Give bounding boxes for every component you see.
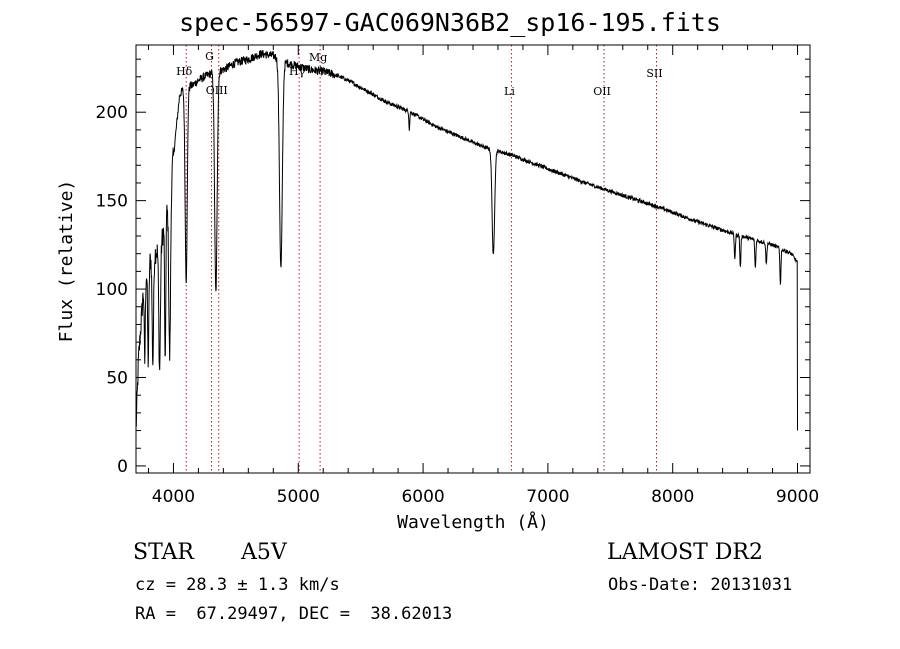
spectral-line-label: G bbox=[205, 50, 214, 63]
spectral-line-label: Hδ bbox=[176, 65, 193, 78]
spectrum-series bbox=[135, 50, 799, 431]
object-subclass: A5V bbox=[241, 540, 287, 565]
object-class: STAR bbox=[133, 540, 194, 565]
chart-title: spec-56597-GAC069N36B2_sp16-195.fits bbox=[179, 8, 721, 37]
x-tick-label: 5000 bbox=[277, 487, 320, 507]
x-tick-label: 6000 bbox=[401, 487, 444, 507]
survey-name: LAMOST DR2 bbox=[607, 540, 763, 565]
y-axis-label: Flux (relative) bbox=[56, 180, 77, 343]
y-tick-label: 200 bbox=[96, 103, 128, 123]
y-tick-label: 100 bbox=[96, 280, 128, 300]
y-tick-label: 0 bbox=[117, 457, 128, 477]
y-tick-label: 150 bbox=[96, 192, 128, 212]
y-tick-label: 50 bbox=[106, 368, 128, 388]
observation-date: Obs-Date: 20131031 bbox=[608, 575, 793, 595]
x-tick-label: 8000 bbox=[651, 487, 694, 507]
spectral-line-label: OII bbox=[593, 85, 611, 98]
coordinates-readout: RA = 67.29497, DEC = 38.62013 bbox=[135, 604, 453, 624]
x-tick-label: 7000 bbox=[526, 487, 569, 507]
redshift-readout: cz = 28.3 ± 1.3 km/s bbox=[135, 575, 340, 595]
spectral-line-label: Mg bbox=[309, 51, 327, 64]
spectral-line-label: Li bbox=[504, 85, 515, 98]
spectral-line-label: SII bbox=[646, 67, 662, 80]
spectral-line-label: OIII bbox=[206, 84, 228, 97]
x-axis-label: Wavelength (Å) bbox=[397, 511, 549, 533]
plot-frame bbox=[135, 44, 811, 474]
x-tick-label: 4000 bbox=[152, 487, 195, 507]
x-tick-label: 9000 bbox=[776, 487, 819, 507]
